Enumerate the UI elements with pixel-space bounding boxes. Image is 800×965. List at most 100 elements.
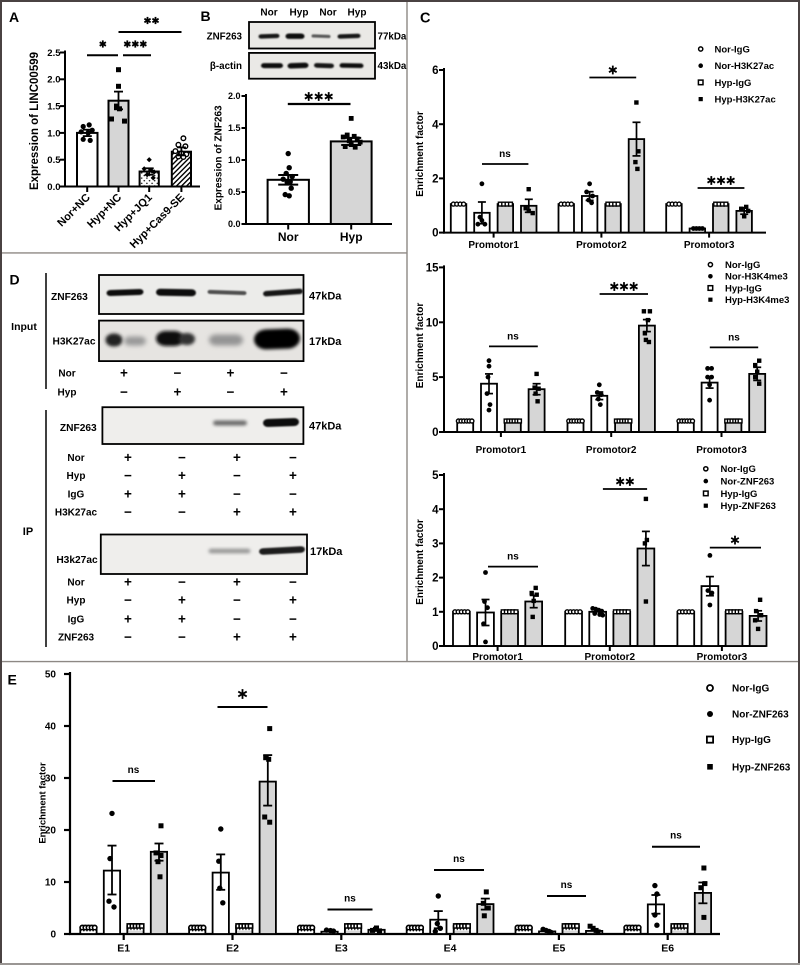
- svg-text:+: +: [289, 630, 297, 645]
- svg-text:15: 15: [426, 263, 439, 275]
- svg-text:+: +: [233, 630, 241, 645]
- svg-text:Promotor1: Promotor1: [476, 445, 527, 456]
- svg-text:−: −: [280, 366, 288, 381]
- svg-text:Promotor2: Promotor2: [585, 652, 636, 663]
- svg-text:Hyp: Hyp: [290, 7, 309, 18]
- svg-text:Nor-ZNF263: Nor-ZNF263: [721, 477, 775, 488]
- svg-text:Hyp-IgG: Hyp-IgG: [715, 78, 752, 89]
- svg-text:Hyp-IgG: Hyp-IgG: [732, 735, 771, 746]
- svg-text:A: A: [9, 9, 19, 25]
- svg-text:Hyp-IgG: Hyp-IgG: [725, 283, 762, 294]
- svg-text:+: +: [227, 366, 235, 381]
- svg-text:+: +: [280, 385, 288, 400]
- svg-text:Hyp-H3K27ac: Hyp-H3K27ac: [715, 95, 776, 106]
- svg-text:−: −: [174, 366, 182, 381]
- svg-text:β-actin: β-actin: [210, 61, 242, 72]
- svg-text:0.5: 0.5: [228, 187, 241, 197]
- svg-text:0.5: 0.5: [47, 155, 61, 166]
- svg-text:+: +: [124, 450, 132, 465]
- svg-text:0: 0: [50, 930, 56, 941]
- svg-text:47kDa: 47kDa: [309, 291, 342, 303]
- svg-text:4: 4: [432, 119, 439, 131]
- svg-text:H3K27ac: H3K27ac: [52, 337, 95, 348]
- svg-text:+: +: [289, 468, 297, 483]
- svg-text:ZNF263: ZNF263: [60, 423, 97, 434]
- svg-text:+: +: [124, 575, 132, 590]
- svg-text:IP: IP: [23, 526, 33, 538]
- svg-text:E1: E1: [117, 943, 130, 955]
- svg-text:E5: E5: [552, 943, 565, 955]
- svg-text:H3k27ac: H3k27ac: [56, 555, 98, 566]
- svg-text:Promotor2: Promotor2: [576, 240, 627, 251]
- svg-text:5: 5: [432, 470, 439, 482]
- svg-text:ns: ns: [453, 854, 465, 865]
- svg-text:+: +: [124, 612, 132, 627]
- svg-text:Nor: Nor: [278, 230, 299, 244]
- svg-text:Nor: Nor: [67, 578, 84, 589]
- svg-text:2.0: 2.0: [47, 75, 60, 86]
- svg-text:ns: ns: [344, 894, 356, 905]
- svg-text:+: +: [178, 487, 186, 502]
- svg-text:Nor-IgG: Nor-IgG: [721, 464, 756, 475]
- svg-text:ns: ns: [561, 880, 573, 891]
- svg-text:E2: E2: [226, 943, 239, 955]
- svg-text:ns: ns: [128, 765, 140, 776]
- svg-text:−: −: [289, 575, 297, 590]
- svg-text:Enrichment factor: Enrichment factor: [415, 519, 426, 605]
- svg-text:ZNF263: ZNF263: [58, 633, 95, 644]
- svg-text:E: E: [8, 672, 17, 688]
- svg-text:17kDa: 17kDa: [309, 336, 342, 348]
- svg-text:Nor-IgG: Nor-IgG: [715, 44, 750, 55]
- svg-text:Hyp-ZNF263: Hyp-ZNF263: [732, 762, 791, 773]
- svg-text:+: +: [233, 505, 241, 520]
- svg-text:ZNF263: ZNF263: [207, 32, 243, 43]
- svg-text:E4: E4: [444, 943, 457, 955]
- svg-text:−: −: [233, 593, 241, 608]
- svg-text:0.0: 0.0: [47, 182, 60, 193]
- svg-text:0: 0: [432, 641, 438, 653]
- svg-text:2: 2: [432, 573, 438, 585]
- svg-text:Input: Input: [11, 321, 37, 333]
- svg-text:Promotor1: Promotor1: [468, 240, 519, 251]
- svg-text:Nor-IgG: Nor-IgG: [725, 260, 760, 271]
- svg-text:IgG: IgG: [68, 490, 85, 501]
- svg-text:H3K27ac: H3K27ac: [55, 508, 98, 519]
- svg-text:77kDa: 77kDa: [378, 32, 407, 43]
- svg-text:+: +: [174, 385, 182, 400]
- svg-text:43kDa: 43kDa: [378, 61, 407, 72]
- svg-text:ZNF263: ZNF263: [51, 292, 88, 303]
- svg-text:−: −: [233, 487, 241, 502]
- svg-text:+: +: [178, 593, 186, 608]
- svg-text:+: +: [233, 575, 241, 590]
- svg-text:20: 20: [45, 826, 57, 837]
- svg-text:−: −: [289, 612, 297, 627]
- svg-text:1.5: 1.5: [228, 123, 241, 133]
- svg-text:−: −: [289, 487, 297, 502]
- svg-text:3: 3: [432, 539, 438, 551]
- svg-text:2: 2: [432, 174, 438, 186]
- svg-text:+: +: [124, 487, 132, 502]
- svg-text:Nor: Nor: [260, 7, 277, 18]
- svg-text:C: C: [420, 11, 431, 27]
- svg-text:Nor: Nor: [67, 453, 84, 464]
- svg-text:6: 6: [432, 65, 438, 77]
- svg-text:Promotor1: Promotor1: [472, 652, 523, 663]
- svg-text:Hyp: Hyp: [67, 596, 86, 607]
- svg-text:D: D: [10, 272, 20, 288]
- svg-text:Expression of LINC00599: Expression of LINC00599: [29, 52, 41, 190]
- svg-text:47kDa: 47kDa: [309, 421, 342, 433]
- svg-text:−: −: [120, 385, 128, 400]
- svg-text:+: +: [178, 468, 186, 483]
- svg-text:Hyp-H3K4me3: Hyp-H3K4me3: [725, 295, 789, 306]
- svg-text:17kDa: 17kDa: [310, 546, 343, 558]
- svg-text:ns: ns: [670, 831, 682, 842]
- svg-text:Hyp: Hyp: [67, 471, 86, 482]
- svg-text:−: −: [178, 505, 186, 520]
- svg-text:40: 40: [45, 722, 57, 733]
- svg-text:−: −: [178, 575, 186, 590]
- svg-text:Nor-ZNF263: Nor-ZNF263: [732, 710, 789, 721]
- svg-text:E3: E3: [335, 943, 348, 955]
- svg-text:0.0: 0.0: [228, 219, 241, 229]
- svg-text:1.0: 1.0: [47, 128, 60, 139]
- svg-text:Enrichment factor: Enrichment factor: [415, 111, 426, 197]
